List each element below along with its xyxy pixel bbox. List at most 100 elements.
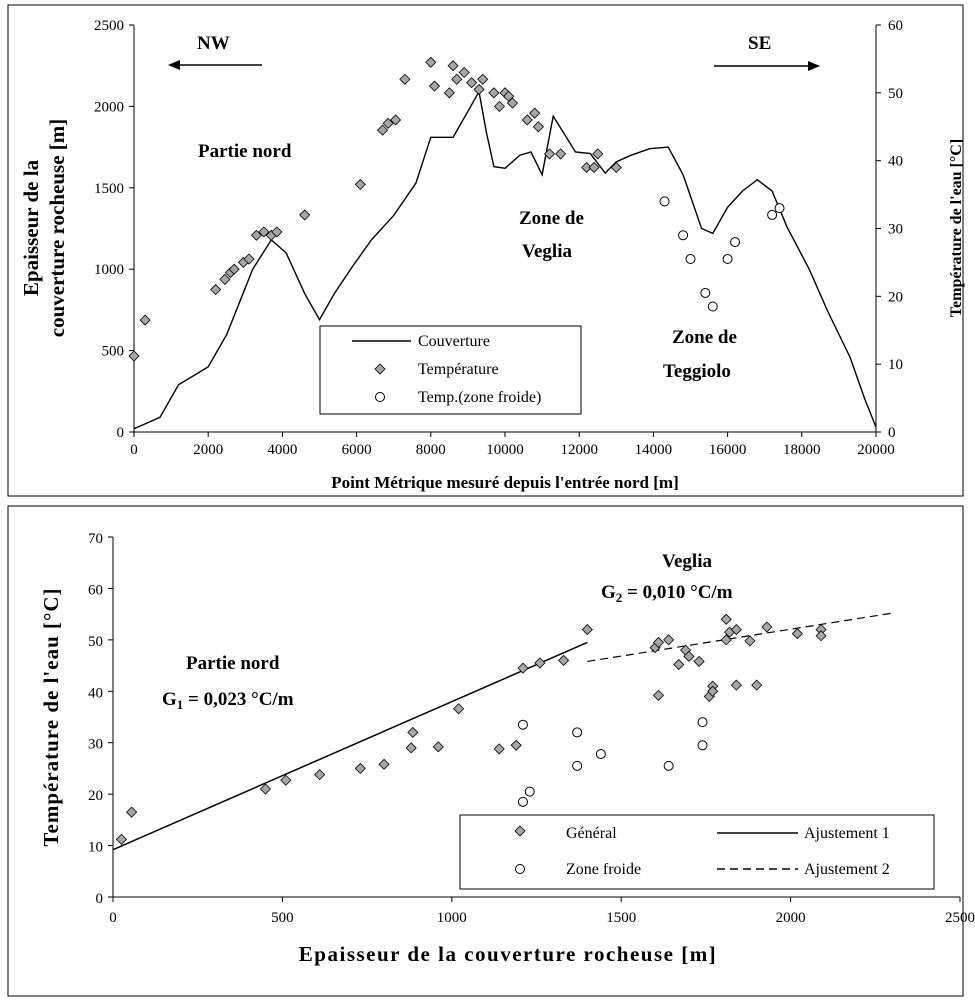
cold-zone-point [707,301,718,312]
temperature-point [592,148,604,160]
legend-cold-swatch [375,392,385,402]
cold-zone-series [659,196,785,312]
y-tick-label: 0 [96,891,104,907]
legend-couverture-label: Couverture [418,333,490,350]
y-tick-label: 30 [88,737,103,753]
cold-zone-point [767,209,778,220]
chart2-y-ticks: 0 10 20 30 40 50 60 70 [88,531,113,907]
zone-teggiolo-label-2: Teggiolo [663,361,731,382]
chart1-y-left-title-2: couverture rocheuse [m] [45,119,69,338]
legend-temperature-label: Température [418,361,499,378]
y-right-tick-label: 20 [888,289,903,305]
y-tick-label: 40 [88,685,103,701]
general-point [354,762,366,774]
cold-zone-point [700,287,711,298]
general-point [683,650,695,662]
general-point [720,613,732,625]
general-point [259,783,272,795]
legend-fit1-label: Ajustement 1 [804,825,890,842]
temperature-point [243,253,255,265]
cold-zone-point [572,760,583,771]
fit-1-line [112,641,588,851]
temperature-point [228,263,240,275]
chart2-x-ticks: 0 500 1000 1500 2000 2500 [109,897,975,926]
x-tick-label: 18000 [783,442,821,458]
y-right-tick-label: 0 [888,425,896,441]
x-tick-label: 2500 [945,910,975,926]
x-tick-label: 20000 [857,442,895,458]
general-point [761,621,773,633]
general-point [663,634,675,646]
x-tick-label: 10000 [486,442,524,458]
general-point [652,689,665,701]
temperature-point [399,73,411,85]
cold-zone-point [697,717,708,728]
cold-zone-point [659,196,670,207]
x-tick-label: 2000 [776,910,806,926]
cover-series [133,89,877,430]
y-right-tick-label: 10 [888,357,903,373]
temperature-point [588,161,600,174]
veglia-label: Veglia [662,551,712,572]
general-point [791,628,803,640]
temperature-point [488,87,500,99]
temperature-point [543,148,556,160]
temperature-point [443,87,455,99]
general-series [115,613,827,845]
temperature-point [354,178,366,190]
zone-veglia-label-1: Zone de [519,208,584,229]
temperature-point [477,73,489,85]
chart2-legend: Général Zone froide Ajustement 1 Ajustem… [459,814,935,890]
legend-fit2-label: Ajustement 2 [804,861,890,878]
temperature-point [610,161,622,174]
y-right-tick-label: 30 [888,222,903,238]
cold-zone-point [697,740,708,751]
cover-line [133,89,877,430]
temperature-point [258,226,270,238]
legend-cold-label: Zone froide [566,861,641,878]
temperature-point [458,66,470,79]
y-right-tick-label: 60 [888,18,903,34]
g2-gradient-label: G2 = 0,010 °C/m [601,582,733,605]
chart1-frame [7,4,964,497]
chart1-x-axis-title: Point Métrique mesuré depuis l'entrée no… [331,473,679,492]
legend-temperature-swatch [374,363,386,375]
temperature-point [139,314,151,326]
temperature-point [389,114,402,126]
temperature-point [219,273,231,285]
cold-zone-point [517,719,528,730]
x-tick-label: 500 [271,910,294,926]
legend-general-swatch [514,825,526,837]
y-tick-label: 20 [88,788,103,804]
temperature-point [428,80,441,92]
y-tick-label: 50 [88,634,103,650]
temperature-point [451,73,463,85]
y-left-tick-label: 2500 [94,18,124,34]
y-tick-label: 70 [88,531,103,547]
y-left-tick-label: 500 [102,344,125,360]
y-right-tick-label: 40 [888,154,903,170]
y-tick-label: 60 [88,582,103,598]
temperature-point [382,117,394,129]
temperature-point [493,100,506,112]
zone-teggiolo-label-1: Zone de [672,327,737,348]
se-arrow [714,61,820,71]
y-left-tick-label: 2000 [94,99,124,115]
temperature-point [128,350,140,362]
temperature-point [529,107,541,119]
temperature-point [581,161,593,174]
cold-zone-point [595,749,606,760]
cold-zone-point [774,203,785,214]
temperature-point [555,148,567,160]
g1-gradient-label: G1 = 0,023 °C/m [162,689,294,712]
general-point [720,634,732,646]
general-point [534,657,546,669]
nw-arrow [168,60,262,70]
x-tick-label: 8000 [416,442,446,458]
general-point [115,833,128,845]
chart1-y-left-ticks: 0 500 1000 1500 2000 2500 [94,18,134,441]
x-tick-label: 2000 [193,442,223,458]
cold-zone-series [517,717,708,807]
general-point [751,679,763,691]
x-tick-label: 0 [109,910,117,926]
